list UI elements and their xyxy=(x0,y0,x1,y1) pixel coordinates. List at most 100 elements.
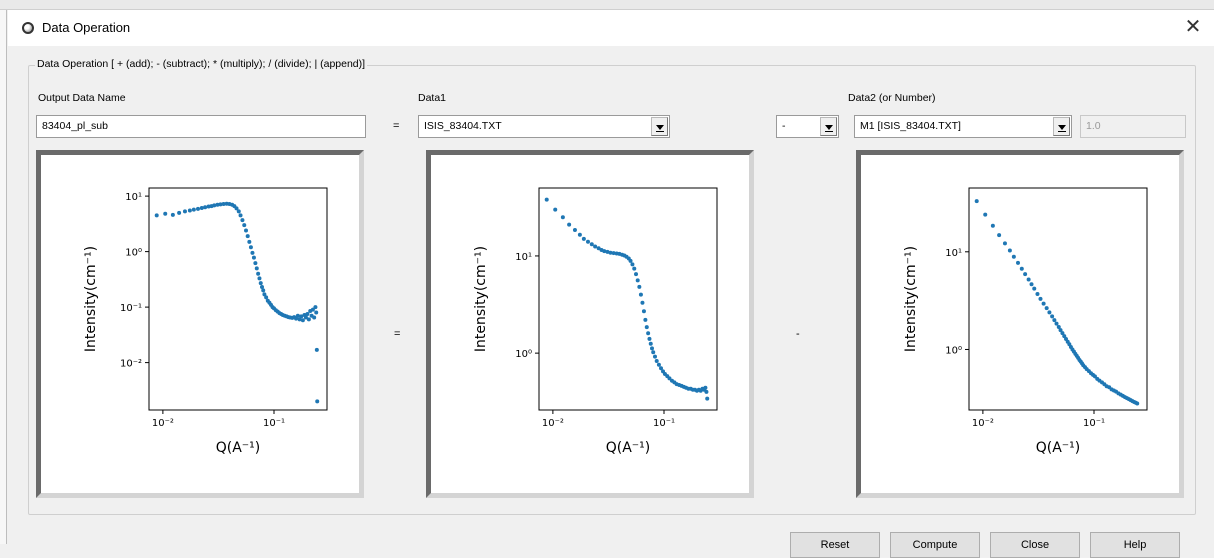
data-point xyxy=(206,204,211,209)
data1-label: Data1 xyxy=(418,92,447,104)
data-point xyxy=(1019,266,1024,271)
window-title: Data Operation xyxy=(42,20,131,35)
equals-sign: = xyxy=(393,120,400,132)
close-button[interactable]: Close xyxy=(990,532,1080,558)
data-point xyxy=(1060,331,1065,336)
data1-plot-panel: 10⁻² 10⁻¹ 10¹ 10⁰ Q(A⁻¹) Intensity(cm⁻¹) xyxy=(426,150,754,498)
data-point xyxy=(251,255,256,260)
data-point xyxy=(262,292,267,297)
output-plot: 10⁻² 10⁻¹ 10¹ 10⁰ 10⁻¹ 10⁻² Q(A⁻¹) Intensity(cm… xyxy=(83,187,328,456)
data-point xyxy=(257,276,262,281)
data-point xyxy=(704,389,709,394)
data-point xyxy=(254,266,259,271)
data-point xyxy=(295,313,300,318)
data-point xyxy=(643,317,648,322)
data-point xyxy=(654,359,659,364)
data1-select[interactable]: ISIS_83404.TXT xyxy=(418,115,670,138)
data-point xyxy=(1050,314,1055,319)
data-point xyxy=(560,215,565,220)
app-icon xyxy=(22,22,34,34)
data-point xyxy=(1044,306,1049,311)
data-point xyxy=(1052,318,1057,323)
y-axis-label: Intensity(cm⁻¹) xyxy=(473,246,489,352)
data-point xyxy=(1007,248,1012,253)
data-point xyxy=(611,251,616,256)
data-point xyxy=(250,250,255,255)
data-point xyxy=(649,346,654,351)
group-title: Data Operation [ + (add); - (subtract); … xyxy=(35,58,368,70)
data-point xyxy=(641,309,646,314)
y-tick-label: 10⁰ xyxy=(515,349,532,360)
data-point xyxy=(261,288,266,293)
data-point xyxy=(310,307,315,312)
data2-plot-panel: 10⁻² 10⁻¹ 10¹ 10⁰ Q(A⁻¹) Intensity(cm⁻¹) xyxy=(856,150,1184,498)
data-point xyxy=(215,202,220,207)
data-point xyxy=(259,285,264,290)
x-tick-label: 10⁻¹ xyxy=(263,418,285,429)
help-button[interactable]: Help xyxy=(1090,532,1180,558)
output-data-name-input[interactable]: 83404_pl_sub xyxy=(36,115,366,138)
plot-axes-frame xyxy=(538,187,718,411)
chevron-down-icon[interactable] xyxy=(1053,117,1070,136)
plot-axes-frame xyxy=(148,187,328,411)
data-point xyxy=(315,399,320,404)
background-window-strip xyxy=(0,0,1214,10)
data-point xyxy=(608,250,613,255)
reset-button[interactable]: Reset xyxy=(790,532,880,558)
data-point xyxy=(203,205,208,210)
y-axis-label: Intensity(cm⁻¹) xyxy=(83,246,99,352)
data-point xyxy=(314,310,319,315)
data-point xyxy=(1135,401,1140,406)
data-point xyxy=(1058,328,1063,333)
y-axis-label: Intensity(cm⁻¹) xyxy=(903,246,919,352)
output-data-name-label: Output Data Name xyxy=(38,92,126,104)
y-tick-label: 10⁰ xyxy=(945,345,962,356)
close-icon[interactable]: ✕ xyxy=(1184,16,1202,38)
data-point xyxy=(635,278,640,283)
data-point xyxy=(703,385,708,390)
data-point xyxy=(974,199,979,204)
data-point xyxy=(646,331,651,336)
y-tick-label: 10¹ xyxy=(515,252,532,263)
data-point xyxy=(294,316,299,321)
data-point xyxy=(187,208,192,213)
data-point xyxy=(605,249,610,254)
x-tick-label: 10⁻² xyxy=(152,418,174,429)
data-point xyxy=(1047,310,1052,315)
data-point xyxy=(177,210,182,215)
data-point xyxy=(163,211,168,216)
data-point xyxy=(256,271,261,276)
data-point xyxy=(199,206,204,211)
y-tick-label: 10⁻¹ xyxy=(120,303,142,314)
data-point xyxy=(1023,272,1028,277)
chevron-down-icon[interactable] xyxy=(820,117,837,136)
data-point xyxy=(154,213,159,218)
data-operation-dialog: Data Operation ✕ Data Operation [ + (add… xyxy=(8,10,1214,558)
data-point xyxy=(630,262,635,267)
data-point xyxy=(305,312,310,317)
data-point xyxy=(647,336,652,341)
data-point xyxy=(314,347,319,352)
data-point xyxy=(1035,291,1040,296)
background-window-edge xyxy=(0,10,7,544)
data-point xyxy=(1011,254,1016,259)
data-point xyxy=(1062,334,1067,339)
compute-button[interactable]: Compute xyxy=(890,532,980,558)
data2-select[interactable]: M1 [ISIS_83404.TXT] xyxy=(854,115,1072,138)
data-point xyxy=(593,244,598,249)
y-tick-label: 10⁻² xyxy=(120,359,142,370)
data-point xyxy=(253,261,258,266)
x-axis-label: Q(A⁻¹) xyxy=(1036,440,1081,456)
data-point xyxy=(596,246,601,251)
data-point xyxy=(1015,260,1020,265)
output-plot-panel: 10⁻² 10⁻¹ 10¹ 10⁰ 10⁻¹ 10⁻² Q(A⁻¹) Intensity(cm… xyxy=(36,150,364,498)
y-tick-label: 10¹ xyxy=(945,248,962,259)
operator-select[interactable]: - xyxy=(776,115,839,138)
data-operation-group: Data Operation [ + (add); - (subtract); … xyxy=(28,58,1196,515)
chevron-down-icon[interactable] xyxy=(651,117,668,136)
data-point xyxy=(577,232,582,237)
data-point xyxy=(236,209,241,214)
data-point xyxy=(303,315,308,320)
data-point xyxy=(247,239,252,244)
data-point xyxy=(238,213,243,218)
